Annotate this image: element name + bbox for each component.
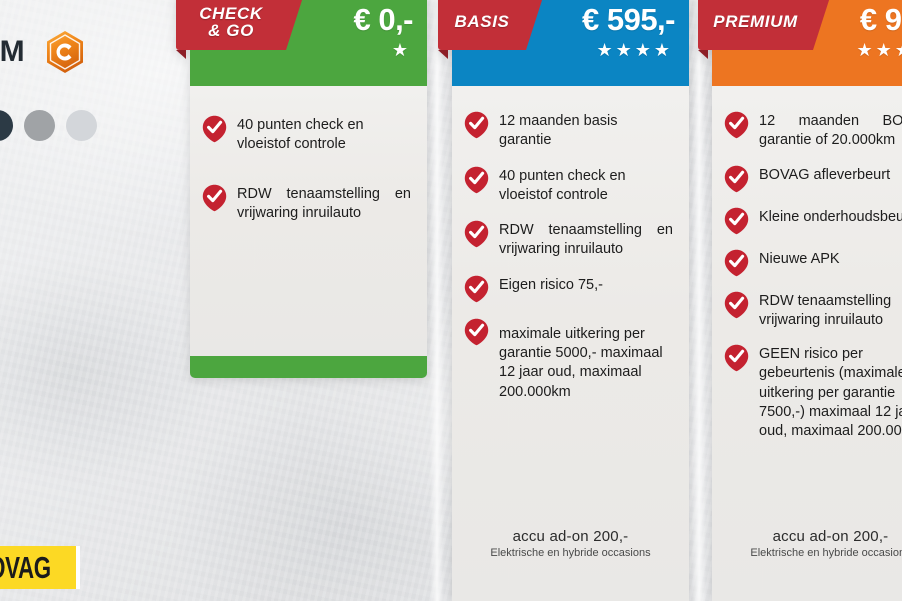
ribbon-fold-shape — [176, 50, 186, 59]
card-body-premium: 12 maanden BOVAG garantie of 20.000km BO… — [712, 86, 902, 601]
ribbon-label: BASIS — [454, 12, 510, 32]
feature-label: GEEN risico per gebeurtenis (maximale ui… — [759, 346, 902, 440]
check-badge-icon — [464, 166, 489, 194]
brand-header: RTEAM — [0, 30, 85, 74]
card-header-check-en-go: CHECK & GO € 0,- ★ — [176, 0, 427, 86]
card-header-basis: BASIS € 595,- ★★★★ — [438, 0, 689, 86]
feature-item: 40 punten check en vloeistof controle — [464, 165, 673, 206]
feature-label: maximale uitkering per garantie 5000,- m… — [499, 325, 663, 400]
pricing-card-check-en-go[interactable]: CHECK & GO € 0,- ★ 40 punten check en vl… — [176, 0, 427, 378]
feature-item: RDW tenaamstelling en vrijwaring inruila… — [464, 219, 673, 260]
ribbon-label: CHECK & GO — [199, 3, 263, 40]
addon-label: accu ad-on 200,- — [512, 528, 629, 545]
check-badge-icon — [724, 111, 749, 139]
bovag-certification-badge: OVAG — [0, 546, 76, 589]
ribbon-tag-check-en-go: CHECK & GO — [176, 0, 304, 59]
check-badge-icon — [464, 318, 489, 346]
feature-item: BOVAG afleverbeurt — [724, 164, 902, 193]
feature-item: Kleine onderhoudsbeurt — [724, 206, 902, 235]
check-badge-icon — [464, 111, 489, 139]
addon-note: Elektrische en hybride occasions — [490, 547, 651, 559]
check-badge-icon — [464, 275, 489, 303]
feature-label: Nieuwe APK — [759, 250, 840, 267]
check-badge-icon — [724, 207, 749, 235]
ribbon-fold-shape — [698, 50, 708, 59]
feature-item: maximale uitkering per garantie 5000,- m… — [464, 317, 673, 402]
color-swatch-group[interactable] — [0, 110, 97, 141]
feature-label: 40 punten check en vloeistof controle — [237, 117, 364, 153]
price-premium: € 995 — [859, 2, 902, 37]
addon-label: accu ad-on 200,- — [772, 528, 889, 545]
addon-block-premium: accu ad-on 200,- Elektrische en hybride … — [712, 528, 902, 559]
card-gutter-right — [692, 0, 706, 601]
feature-item: RDW tenaamstelling vrijwaring inruilauto — [724, 290, 902, 331]
check-badge-icon — [724, 291, 749, 319]
swatch-gray[interactable] — [24, 110, 55, 141]
check-badge-icon — [724, 165, 749, 193]
feature-item: RDW tenaamstelling en vrijwaring inruila… — [202, 183, 411, 224]
feature-item: 12 maanden BOVAG garantie of 20.000km — [724, 110, 902, 151]
addon-note: Elektrische en hybride occasions — [750, 547, 902, 559]
ribbon-tag-premium: PREMIUM — [698, 0, 831, 59]
feature-item: Eigen risico 75,- — [464, 274, 673, 303]
feature-label: 12 maanden BOVAG garantie of 20.000km — [759, 113, 902, 149]
feature-label: 40 punten check en vloeistof controle — [499, 167, 626, 203]
price-check-en-go: € 0,- — [353, 2, 413, 37]
feature-label: Kleine onderhoudsbeurt — [759, 208, 902, 225]
hexagon-c-logo-icon — [45, 30, 85, 74]
feature-label: RDW tenaamstelling vrijwaring inruilauto — [759, 292, 892, 328]
star-rating-premium: ★★★★ — [856, 40, 902, 60]
ribbon-label: PREMIUM — [713, 12, 798, 32]
pricing-card-premium[interactable]: PREMIUM € 995 ★★★★ 12 maanden BOVAG gara… — [698, 0, 902, 601]
check-badge-icon — [202, 115, 227, 143]
card-gutter-left — [430, 0, 444, 601]
bovag-label: OVAG — [0, 549, 51, 585]
swatch-dark[interactable] — [0, 110, 13, 141]
feature-label: RDW tenaamstelling en vrijwaring inruila… — [237, 185, 411, 221]
brand-name: RTEAM — [0, 35, 28, 68]
card-footer-bar-check-en-go — [190, 356, 427, 378]
card-body-check-en-go: 40 punten check en vloeistof controle RD… — [190, 86, 427, 356]
pricing-card-basis[interactable]: BASIS € 595,- ★★★★ 12 maanden basis gara… — [438, 0, 689, 601]
feature-label: BOVAG afleverbeurt — [759, 166, 891, 183]
feature-item: 40 punten check en vloeistof controle — [202, 114, 411, 155]
feature-label: RDW tenaamstelling en vrijwaring inruila… — [499, 222, 673, 258]
feature-label: Eigen risico 75,- — [499, 276, 603, 293]
ribbon-tag-basis: BASIS — [438, 0, 544, 59]
check-badge-icon — [724, 344, 749, 372]
ribbon-fold-shape — [438, 50, 448, 59]
check-badge-icon — [724, 249, 749, 277]
feature-item: 12 maanden basis garantie — [464, 110, 673, 151]
price-basis: € 595,- — [581, 2, 676, 37]
star-rating-basis: ★★★★ — [596, 40, 673, 60]
star-rating-check-en-go: ★ — [391, 40, 411, 60]
swatch-light[interactable] — [66, 110, 97, 141]
feature-label: 12 maanden basis garantie — [499, 113, 618, 149]
feature-item: Nieuwe APK — [724, 248, 902, 277]
card-header-premium: PREMIUM € 995 ★★★★ — [698, 0, 902, 86]
check-badge-icon — [464, 220, 489, 248]
feature-item: GEEN risico per gebeurtenis (maximale ui… — [724, 343, 902, 441]
card-body-basis: 12 maanden basis garantie 40 punten chec… — [452, 86, 689, 601]
check-badge-icon — [202, 184, 227, 212]
addon-block-basis: accu ad-on 200,- Elektrische en hybride … — [452, 528, 689, 559]
